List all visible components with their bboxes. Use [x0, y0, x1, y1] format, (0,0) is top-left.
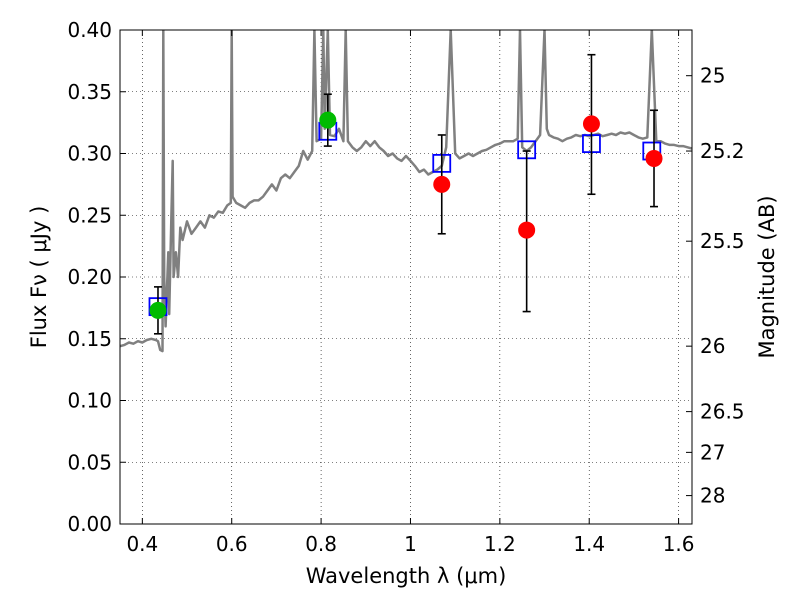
observed-photometry-point [319, 111, 337, 129]
observed-photometry-point [433, 175, 451, 193]
y-tick-label: 0.20 [67, 265, 112, 289]
x-tick-label: 0.4 [126, 532, 158, 556]
y-tick-label: 0.30 [67, 142, 112, 166]
mag-tick-label: 26.5 [700, 400, 745, 424]
axes-frame [119, 29, 693, 525]
x-tick-label: 0.6 [216, 532, 248, 556]
x-tick-label: 1.4 [573, 532, 605, 556]
observed-photometry-point [518, 221, 536, 239]
tick-labels: 0.4 0.6 0.8 1 1.2 1.4 1.6 0.00 0.05 0.10 0.15 0.20 0… [67, 18, 744, 556]
y-tick-label: 0.15 [67, 327, 112, 351]
y-tick-label: 0.40 [67, 18, 112, 42]
mag-tick-label: 25.2 [700, 139, 745, 163]
x-tick-label: 1.2 [484, 532, 516, 556]
x-tick-label: 1 [404, 532, 417, 556]
mag-tick-label: 27 [700, 440, 725, 464]
plot-area [120, 30, 692, 353]
x-tick-label: 1.6 [663, 532, 695, 556]
axis-ticks [120, 29, 692, 525]
grid-lines [120, 29, 692, 525]
observed-photometry-point [149, 301, 167, 319]
observed-photometry-point [645, 149, 663, 167]
mag-tick-label: 28 [700, 484, 725, 508]
x-tick-label: 0.8 [305, 532, 337, 556]
y-axis-label-left: Flux Fν ( μJy ) [27, 206, 51, 349]
y-tick-label: 0.05 [67, 450, 112, 474]
y-tick-label: 0.10 [67, 389, 112, 413]
mag-tick-label: 25 [700, 64, 725, 88]
y-tick-label: 0.25 [67, 203, 112, 227]
y-axis-label-right: Magnitude (AB) [755, 195, 779, 358]
x-axis-label: Wavelength λ (μm) [306, 564, 507, 588]
mag-tick-label: 25.5 [700, 229, 745, 253]
y-tick-label: 0.35 [67, 80, 112, 104]
model-spectrum-line [120, 30, 692, 353]
y-tick-label: 0.00 [67, 512, 112, 536]
observed-photometry-point [582, 115, 600, 133]
mag-tick-label: 26 [700, 334, 725, 358]
